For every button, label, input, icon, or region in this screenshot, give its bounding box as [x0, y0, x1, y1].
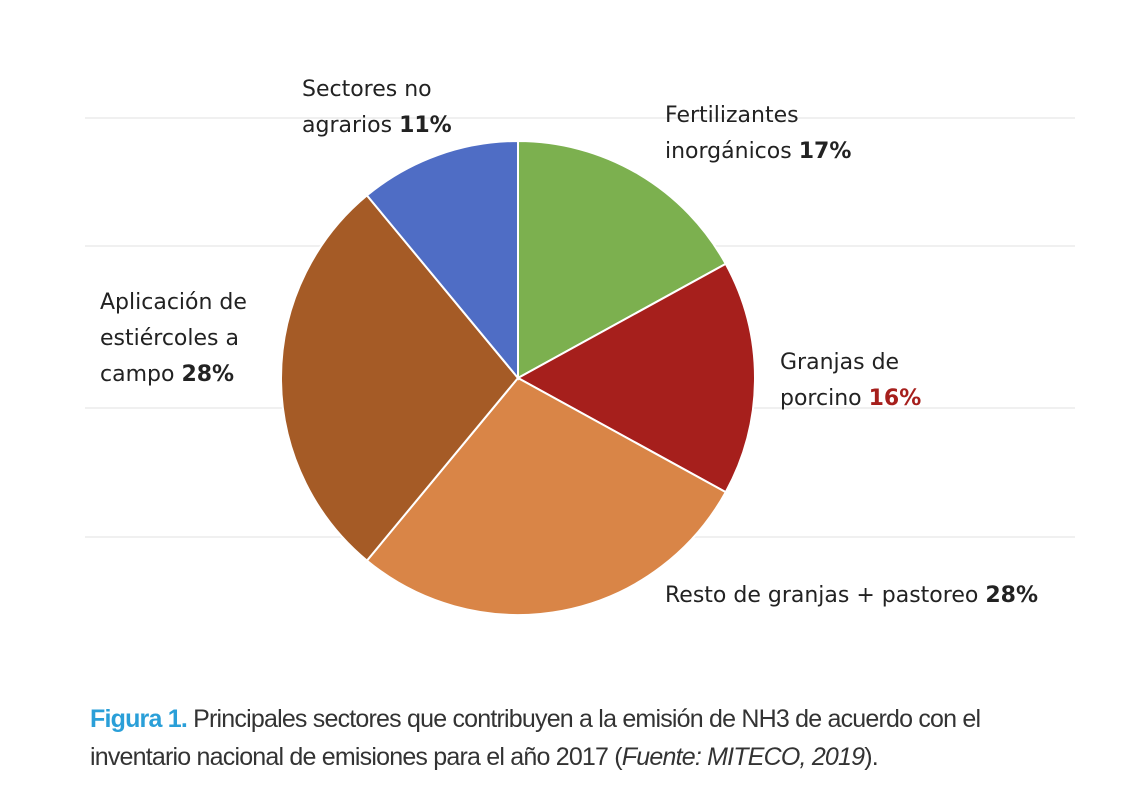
caption-source: Fuente: MITECO, 2019 — [621, 743, 865, 771]
category-name: Resto de granjas + pastoreo — [665, 583, 979, 608]
caption: Figura 1. Principales sectores que contr… — [90, 700, 1010, 776]
caption-text: Principales sectores que contribuyen a l… — [90, 705, 981, 771]
pie-slice — [280, 193, 520, 563]
pie-slice — [517, 139, 728, 380]
category-name: Fertilizantes inorgánicos — [665, 103, 799, 164]
value-label: 17% — [798, 139, 852, 164]
category-name: Granjas de porcino — [780, 350, 900, 411]
caption-end: ). — [864, 743, 878, 771]
slice-label: Fertilizantes inorgánicos 17% — [665, 98, 895, 170]
slice-label: Granjas de porcino 16% — [780, 345, 950, 417]
caption-label: Figura 1. — [90, 705, 188, 733]
slice-label: Resto de granjas + pastoreo 28% — [665, 578, 1085, 614]
pie-slice — [365, 376, 728, 616]
pie-slice — [515, 262, 756, 494]
value-label: 16% — [868, 386, 922, 411]
pie-slice — [365, 139, 519, 381]
slice-label: Aplicación de estiércoles a campo 28% — [100, 285, 285, 393]
value-label: 11% — [399, 113, 452, 138]
value-label: 28% — [985, 583, 1038, 608]
slice-label: Sectores no agrarios 11% — [302, 72, 477, 144]
category-name: Aplicación de estiércoles a campo — [100, 290, 247, 387]
value-label: 28% — [181, 362, 235, 387]
category-name: Sectores no agrarios — [302, 77, 432, 138]
